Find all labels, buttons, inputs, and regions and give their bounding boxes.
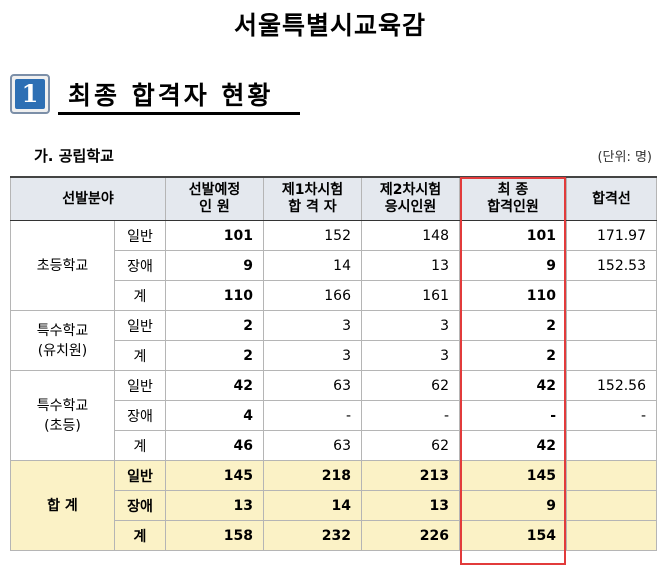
cell-second-exam: 161 xyxy=(361,280,460,311)
cell-final: 2 xyxy=(459,340,567,371)
section-number-badge: 1 xyxy=(10,74,50,114)
cell-final: 42 xyxy=(459,370,567,401)
table-row: 장애 13 14 13 9 xyxy=(11,490,657,521)
table-row: 장애 4- - - - xyxy=(11,400,657,431)
table-row: 초등학교 일반 101 152 148 101 171.97 xyxy=(10,220,657,311)
cell-first-exam: 14 xyxy=(263,490,362,521)
header-category: 선발분야 xyxy=(10,176,166,221)
header-second-exam: 제2차시험 응시인원 xyxy=(361,176,460,221)
cell-second-exam: 213 xyxy=(361,460,460,491)
table-row: 계 110 166 161 110 xyxy=(11,280,657,311)
cell-planned: 110 xyxy=(165,280,264,311)
cell-second-exam: - xyxy=(361,400,460,431)
row-group-label: 합 계 xyxy=(10,460,115,551)
header-first-exam: 제1차시험 합 격 자 xyxy=(263,176,362,221)
row-sub-label: 장애 xyxy=(114,490,166,521)
row-sub-label: 계 xyxy=(114,520,166,551)
row-sub-label: 일반 xyxy=(114,220,166,251)
cell-cutoff xyxy=(566,310,657,341)
cell-planned: 13 xyxy=(165,490,264,521)
cell-cutoff xyxy=(566,520,657,551)
cell-planned: 4 xyxy=(165,400,264,431)
section-title: 최종 합격자 현황 xyxy=(68,81,274,110)
document-title: 서울특별시교육감 xyxy=(233,11,426,40)
table-row: 합 계 일반 145 218 213 145 xyxy=(10,460,657,551)
cell-planned: 101 xyxy=(165,220,264,251)
cell-planned: 158 xyxy=(165,520,264,551)
cell-second-exam: 62 xyxy=(361,430,460,461)
table-header-row: 선발분야 선발예정 인 원 제1차시험 합 격 자 제2차시험 응시인원 최 종… xyxy=(10,176,657,221)
section-underline xyxy=(58,112,300,115)
header-cutoff: 합격선 xyxy=(566,176,657,221)
unit-label: (단위: 명) xyxy=(597,150,652,165)
cell-cutoff xyxy=(566,460,657,491)
row-sub-label: 장애 xyxy=(114,250,166,281)
results-table: 선발분야 선발예정 인 원 제1차시험 합 격 자 제2차시험 응시인원 최 종… xyxy=(10,176,657,551)
cell-final: 154 xyxy=(459,520,567,551)
cell-second-exam: 13 xyxy=(361,250,460,281)
row-sub-label: 일반 xyxy=(114,370,166,401)
cell-final: 9 xyxy=(459,250,567,281)
cell-first-exam: 166 xyxy=(263,280,362,311)
section-number: 1 xyxy=(15,79,45,109)
cell-cutoff: 152.53 xyxy=(566,250,657,281)
cell-second-exam: 3 xyxy=(361,340,460,371)
cell-cutoff: 171.97 xyxy=(566,220,657,251)
cell-final: 110 xyxy=(459,280,567,311)
row-sub-label: 계 xyxy=(114,430,166,461)
cell-second-exam: 62 xyxy=(361,370,460,401)
cell-second-exam: 13 xyxy=(361,490,460,521)
row-sub-label: 계 xyxy=(114,340,166,371)
cell-cutoff xyxy=(566,280,657,311)
cell-first-exam: 63 xyxy=(263,430,362,461)
table-row: 특수학교 (유치원) 일반 2 3 3 2 xyxy=(10,310,657,371)
row-sub-label: 계 xyxy=(114,280,166,311)
table-subtitle: 가. 공립학교 xyxy=(34,147,114,165)
cell-planned: 46 xyxy=(165,430,264,461)
cell-final: 9 xyxy=(459,490,567,521)
cell-cutoff: 152.56 xyxy=(566,370,657,401)
cell-second-exam: 226 xyxy=(361,520,460,551)
row-sub-label: 일반 xyxy=(114,460,166,491)
cell-first-exam: 232 xyxy=(263,520,362,551)
row-group-label: 특수학교 (유치원) xyxy=(10,310,115,371)
header-planned: 선발예정 인 원 xyxy=(165,176,264,221)
table-row: 특수학교 (초등) 일반 42 63 62 42 152.56 xyxy=(10,370,657,461)
cell-first-exam: 14 xyxy=(263,250,362,281)
cell-first-exam: - xyxy=(263,400,362,431)
cell-first-exam: 3 xyxy=(263,310,362,341)
cell-final: 145 xyxy=(459,460,567,491)
section-header: 1 최종 합격자 현황 xyxy=(10,70,650,122)
cell-first-exam: 152 xyxy=(263,220,362,251)
cell-second-exam: 3 xyxy=(361,310,460,341)
cell-first-exam: 218 xyxy=(263,460,362,491)
cell-first-exam: 3 xyxy=(263,340,362,371)
cell-final: - xyxy=(459,400,567,431)
cell-planned: 42 xyxy=(165,370,264,401)
cell-planned: 145 xyxy=(165,460,264,491)
row-group-label: 특수학교 (초등) xyxy=(10,370,115,461)
table-row: 장애 9 14 13 9 152.53 xyxy=(11,250,657,281)
row-sub-label: 일반 xyxy=(114,310,166,341)
cell-planned: 9 xyxy=(165,250,264,281)
row-group-label: 초등학교 xyxy=(10,220,115,311)
row-sub-label: 장애 xyxy=(114,400,166,431)
cell-cutoff xyxy=(566,430,657,461)
cell-final: 2 xyxy=(459,310,567,341)
cell-cutoff xyxy=(566,340,657,371)
cell-first-exam: 63 xyxy=(263,370,362,401)
cell-planned: 2 xyxy=(165,310,264,341)
table-row: 계 46 63 62 42 xyxy=(11,430,657,461)
cell-second-exam: 148 xyxy=(361,220,460,251)
header-final: 최 종 합격인원 xyxy=(459,176,567,221)
cell-cutoff: - xyxy=(566,400,657,431)
cell-cutoff xyxy=(566,490,657,521)
cell-final: 101 xyxy=(459,220,567,251)
cell-planned: 2 xyxy=(165,340,264,371)
cell-final: 42 xyxy=(459,430,567,461)
table-row: 계 158 232 226 154 xyxy=(11,520,657,551)
